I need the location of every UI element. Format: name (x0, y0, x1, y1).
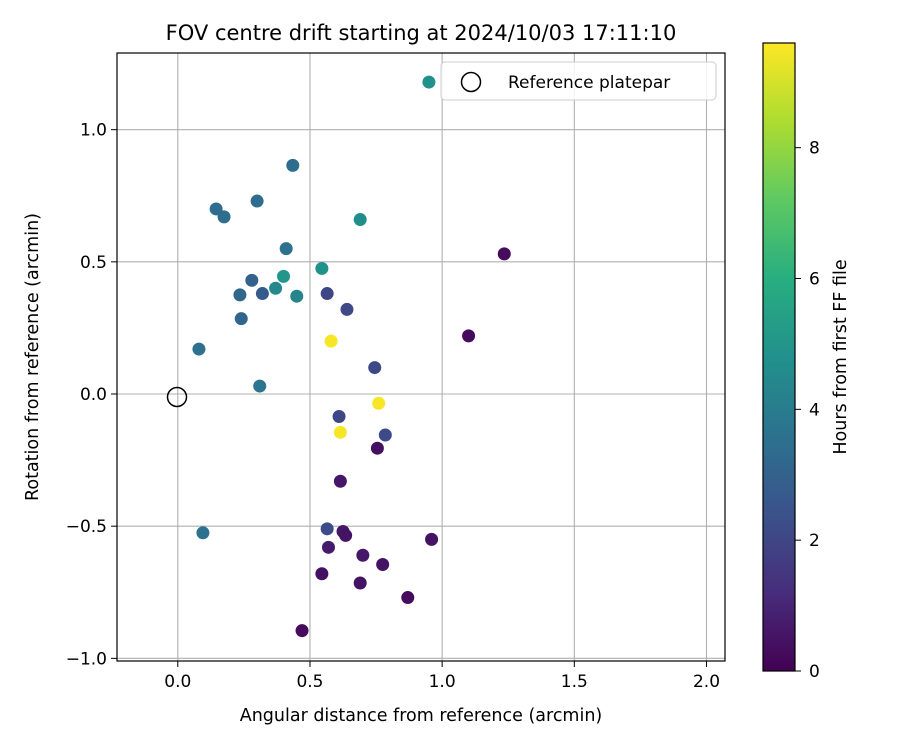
data-point (192, 342, 206, 356)
data-point (250, 194, 264, 208)
data-point (339, 528, 353, 542)
colorbar: 0 2 4 6 8 Hours from first FF file (762, 42, 851, 682)
y-tick-label: 0.5 (80, 253, 107, 273)
data-point (332, 409, 346, 423)
legend-entry-label: Reference platepar (508, 73, 670, 93)
grid-lines (117, 53, 725, 661)
data-point (425, 532, 439, 546)
data-point (422, 75, 436, 89)
data-point (353, 576, 367, 590)
data-point (233, 288, 247, 302)
y-axis-label: Rotation from reference (arcmin) (23, 213, 43, 501)
data-point (353, 213, 367, 227)
x-tick-label: 0.5 (296, 672, 323, 692)
data-point (333, 474, 347, 488)
data-point (277, 269, 291, 283)
y-tick-label: 0.0 (80, 385, 107, 405)
data-point (370, 441, 384, 455)
x-tick-label: 2.0 (693, 672, 720, 692)
x-tick-label: 1.5 (561, 672, 588, 692)
colorbar-tick-label: 6 (809, 270, 820, 290)
data-point (295, 624, 309, 638)
data-point (320, 522, 334, 536)
data-point (372, 396, 386, 410)
data-point (324, 334, 338, 348)
data-point (401, 591, 415, 605)
data-point (321, 540, 335, 554)
colorbar-ticks: 0 2 4 6 8 (795, 139, 820, 682)
legend: Reference platepar (440, 61, 717, 101)
data-point (378, 428, 392, 442)
data-point (286, 158, 300, 172)
reference-platepar-marker (166, 386, 188, 408)
data-point (320, 287, 334, 301)
data-point (253, 379, 267, 393)
colorbar-gradient (762, 42, 796, 672)
legend-marker-icon (460, 71, 482, 93)
data-point (462, 329, 476, 343)
plot-frame (116, 52, 726, 662)
data-point (497, 247, 511, 261)
data-point (368, 361, 382, 375)
y-tick-label: 1.0 (80, 121, 107, 141)
x-tick-label: 1.0 (429, 672, 456, 692)
data-point (196, 526, 210, 540)
data-point (340, 302, 354, 316)
data-point (376, 558, 390, 572)
data-point (290, 289, 304, 303)
data-point (217, 210, 231, 224)
data-point (269, 281, 283, 295)
chart-title: FOV centre drift starting at 2024/10/03 … (166, 21, 677, 45)
y-axis-ticks: −1.0 −0.5 0.0 0.5 1.0 (66, 121, 117, 669)
x-tick-label: 0.0 (164, 672, 191, 692)
data-point (356, 548, 370, 562)
colorbar-tick-label: 0 (809, 662, 820, 682)
legend-box (440, 61, 717, 101)
y-tick-label: −1.0 (66, 649, 107, 669)
data-point (209, 202, 223, 216)
data-point (245, 273, 259, 287)
data-point (333, 425, 347, 439)
colorbar-tick-label: 8 (809, 139, 820, 159)
colorbar-tick-label: 2 (809, 531, 820, 551)
data-point (315, 567, 329, 581)
data-point (279, 242, 293, 256)
x-axis-label: Angular distance from reference (arcmin) (240, 706, 603, 726)
data-point (315, 261, 329, 275)
y-tick-label: −0.5 (66, 517, 107, 537)
data-points (192, 75, 511, 638)
colorbar-tick-label: 4 (809, 400, 820, 420)
colorbar-label: Hours from first FF file (831, 259, 851, 454)
data-point (234, 312, 248, 326)
data-point (255, 287, 269, 301)
x-axis-ticks: 0.0 0.5 1.0 1.5 2.0 (164, 661, 720, 692)
